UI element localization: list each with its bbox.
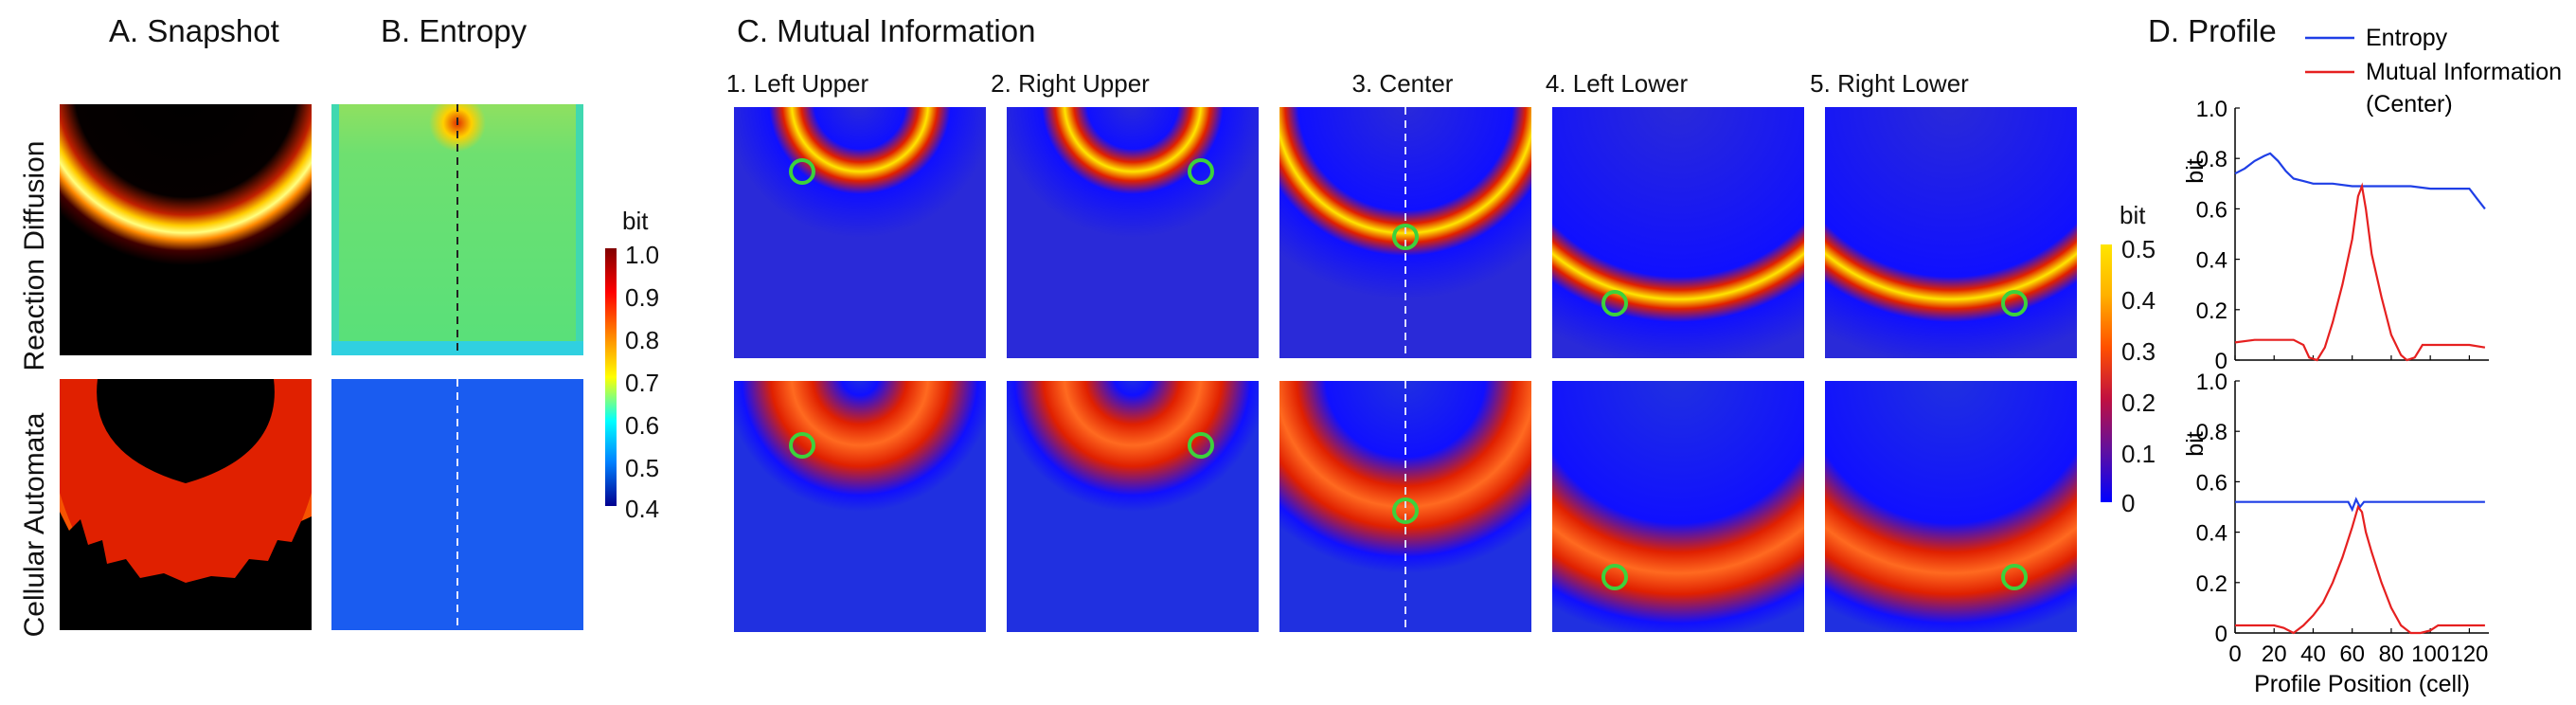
- entropy-cellular-automata: [331, 379, 583, 630]
- entropy-colorbar: [605, 248, 617, 506]
- entropy-series-line: [2235, 497, 2485, 513]
- mi-map-reaction-diffusion-center: [1279, 107, 1531, 358]
- mi-title-center: 3. Center: [1351, 69, 1454, 98]
- mi-colorbar-tick: 0: [2121, 489, 2136, 517]
- mi-title-right-upper: 2. Right Upper: [991, 69, 1150, 98]
- x-tick-label: 120: [2450, 642, 2488, 667]
- y-tick-label: 0.4: [2196, 248, 2227, 274]
- mi-colorbar-tick: 0.3: [2121, 337, 2156, 366]
- mi-map-cellular-automata-left-upper: [734, 381, 986, 632]
- entropy-colorbar-tick: 0.4: [625, 495, 660, 523]
- y-tick-label: 0.8: [2196, 147, 2227, 172]
- panel-title-profile: D. Profile: [2148, 13, 2277, 48]
- panel-title-entropy: B. Entropy: [381, 13, 528, 48]
- entropy-colorbar-tick: 0.6: [625, 411, 660, 440]
- entropy-colorbar-tick: 0.7: [625, 369, 660, 397]
- snapshot-reaction-diffusion: [60, 104, 312, 355]
- mi-map-cellular-automata-left-lower: [1552, 381, 1804, 632]
- mi-map-reaction-diffusion-left-upper: [734, 107, 986, 358]
- y-axis-label: bit: [2182, 158, 2209, 183]
- mutual-information-series-line: [2235, 504, 2485, 635]
- x-tick-label: 80: [2379, 642, 2405, 667]
- mi-title-left-lower: 4. Left Lower: [1545, 69, 1689, 98]
- profile-chart-cellular-automata: 0 0.2 0.4 0.6 0.8 1.0 bit 0 20 40 60 80 100 120 Profil…: [2182, 370, 2489, 697]
- mi-title-left-upper: 1. Left Upper: [725, 69, 869, 98]
- y-tick-label: 1.0: [2196, 370, 2227, 395]
- mi-map-reaction-diffusion-left-lower: [1552, 107, 1804, 358]
- y-tick-label: 0: [2215, 349, 2227, 374]
- x-tick-label: 40: [2300, 642, 2326, 667]
- profile-chart-reaction-diffusion: 0 0.2 0.4 0.6 0.8 1.0 bit: [2182, 97, 2489, 374]
- mi-title-right-lower: 5. Right Lower: [1810, 69, 1969, 98]
- mi-map-cellular-automata-center: [1279, 381, 1531, 632]
- entropy-reaction-diffusion: [331, 104, 583, 355]
- y-tick-label: 0: [2215, 622, 2227, 647]
- entropy-colorbar-tick: 1.0: [625, 241, 660, 269]
- x-tick-label: 0: [2228, 642, 2241, 667]
- panel-title-snapshot: A. Snapshot: [109, 13, 279, 48]
- y-tick-label: 0.8: [2196, 420, 2227, 445]
- x-tick-label: 100: [2411, 642, 2449, 667]
- x-tick-label: 20: [2262, 642, 2287, 667]
- mi-colorbar-tick: 0.2: [2121, 389, 2156, 417]
- profile-legend: Entropy Mutual Information (Center): [2305, 25, 2562, 118]
- y-tick-label: 1.0: [2196, 97, 2227, 122]
- x-axis-label: Profile Position (cell): [2254, 671, 2470, 697]
- y-tick-label: 0.6: [2196, 470, 2227, 496]
- y-tick-label: 0.2: [2196, 298, 2227, 324]
- entropy-colorbar-tick: 0.9: [625, 283, 660, 312]
- mi-colorbar-tick: 0.4: [2121, 286, 2156, 315]
- entropy-colorbar-unit: bit: [622, 207, 649, 235]
- legend-entropy-label: Entropy: [2366, 25, 2448, 51]
- panel-title-mutual-information: C. Mutual Information: [737, 13, 1036, 48]
- y-tick-label: 0.4: [2196, 521, 2227, 547]
- mi-colorbar-tick: 0.1: [2121, 440, 2156, 468]
- y-tick-label: 0.2: [2196, 571, 2227, 597]
- y-tick-label: 0.6: [2196, 197, 2227, 223]
- mi-map-cellular-automata-right-lower: [1825, 381, 2077, 632]
- entropy-colorbar-tick: 0.5: [625, 454, 660, 482]
- entropy-series-line: [2234, 152, 2486, 210]
- x-tick-label: 60: [2339, 642, 2365, 667]
- mi-map-reaction-diffusion-right-upper: [1007, 107, 1259, 358]
- mi-map-cellular-automata-right-upper: [1007, 381, 1259, 632]
- mi-colorbar-tick: 0.5: [2121, 235, 2156, 263]
- row-label-reaction-diffusion: Reaction Diffusion: [19, 140, 50, 371]
- mi-colorbar: [2101, 244, 2112, 502]
- legend-mi-label: Mutual Information: [2366, 59, 2562, 85]
- mi-colorbar-unit: bit: [2120, 201, 2146, 229]
- y-axis-label: bit: [2182, 431, 2209, 456]
- mutual-information-series-line: [2234, 182, 2486, 362]
- entropy-colorbar-tick: 0.8: [625, 326, 660, 354]
- row-label-cellular-automata: Cellular Automata: [19, 412, 50, 638]
- mi-map-reaction-diffusion-right-lower: [1825, 107, 2077, 358]
- snapshot-cellular-automata: [60, 379, 312, 630]
- legend-mi-sublabel: (Center): [2366, 91, 2453, 118]
